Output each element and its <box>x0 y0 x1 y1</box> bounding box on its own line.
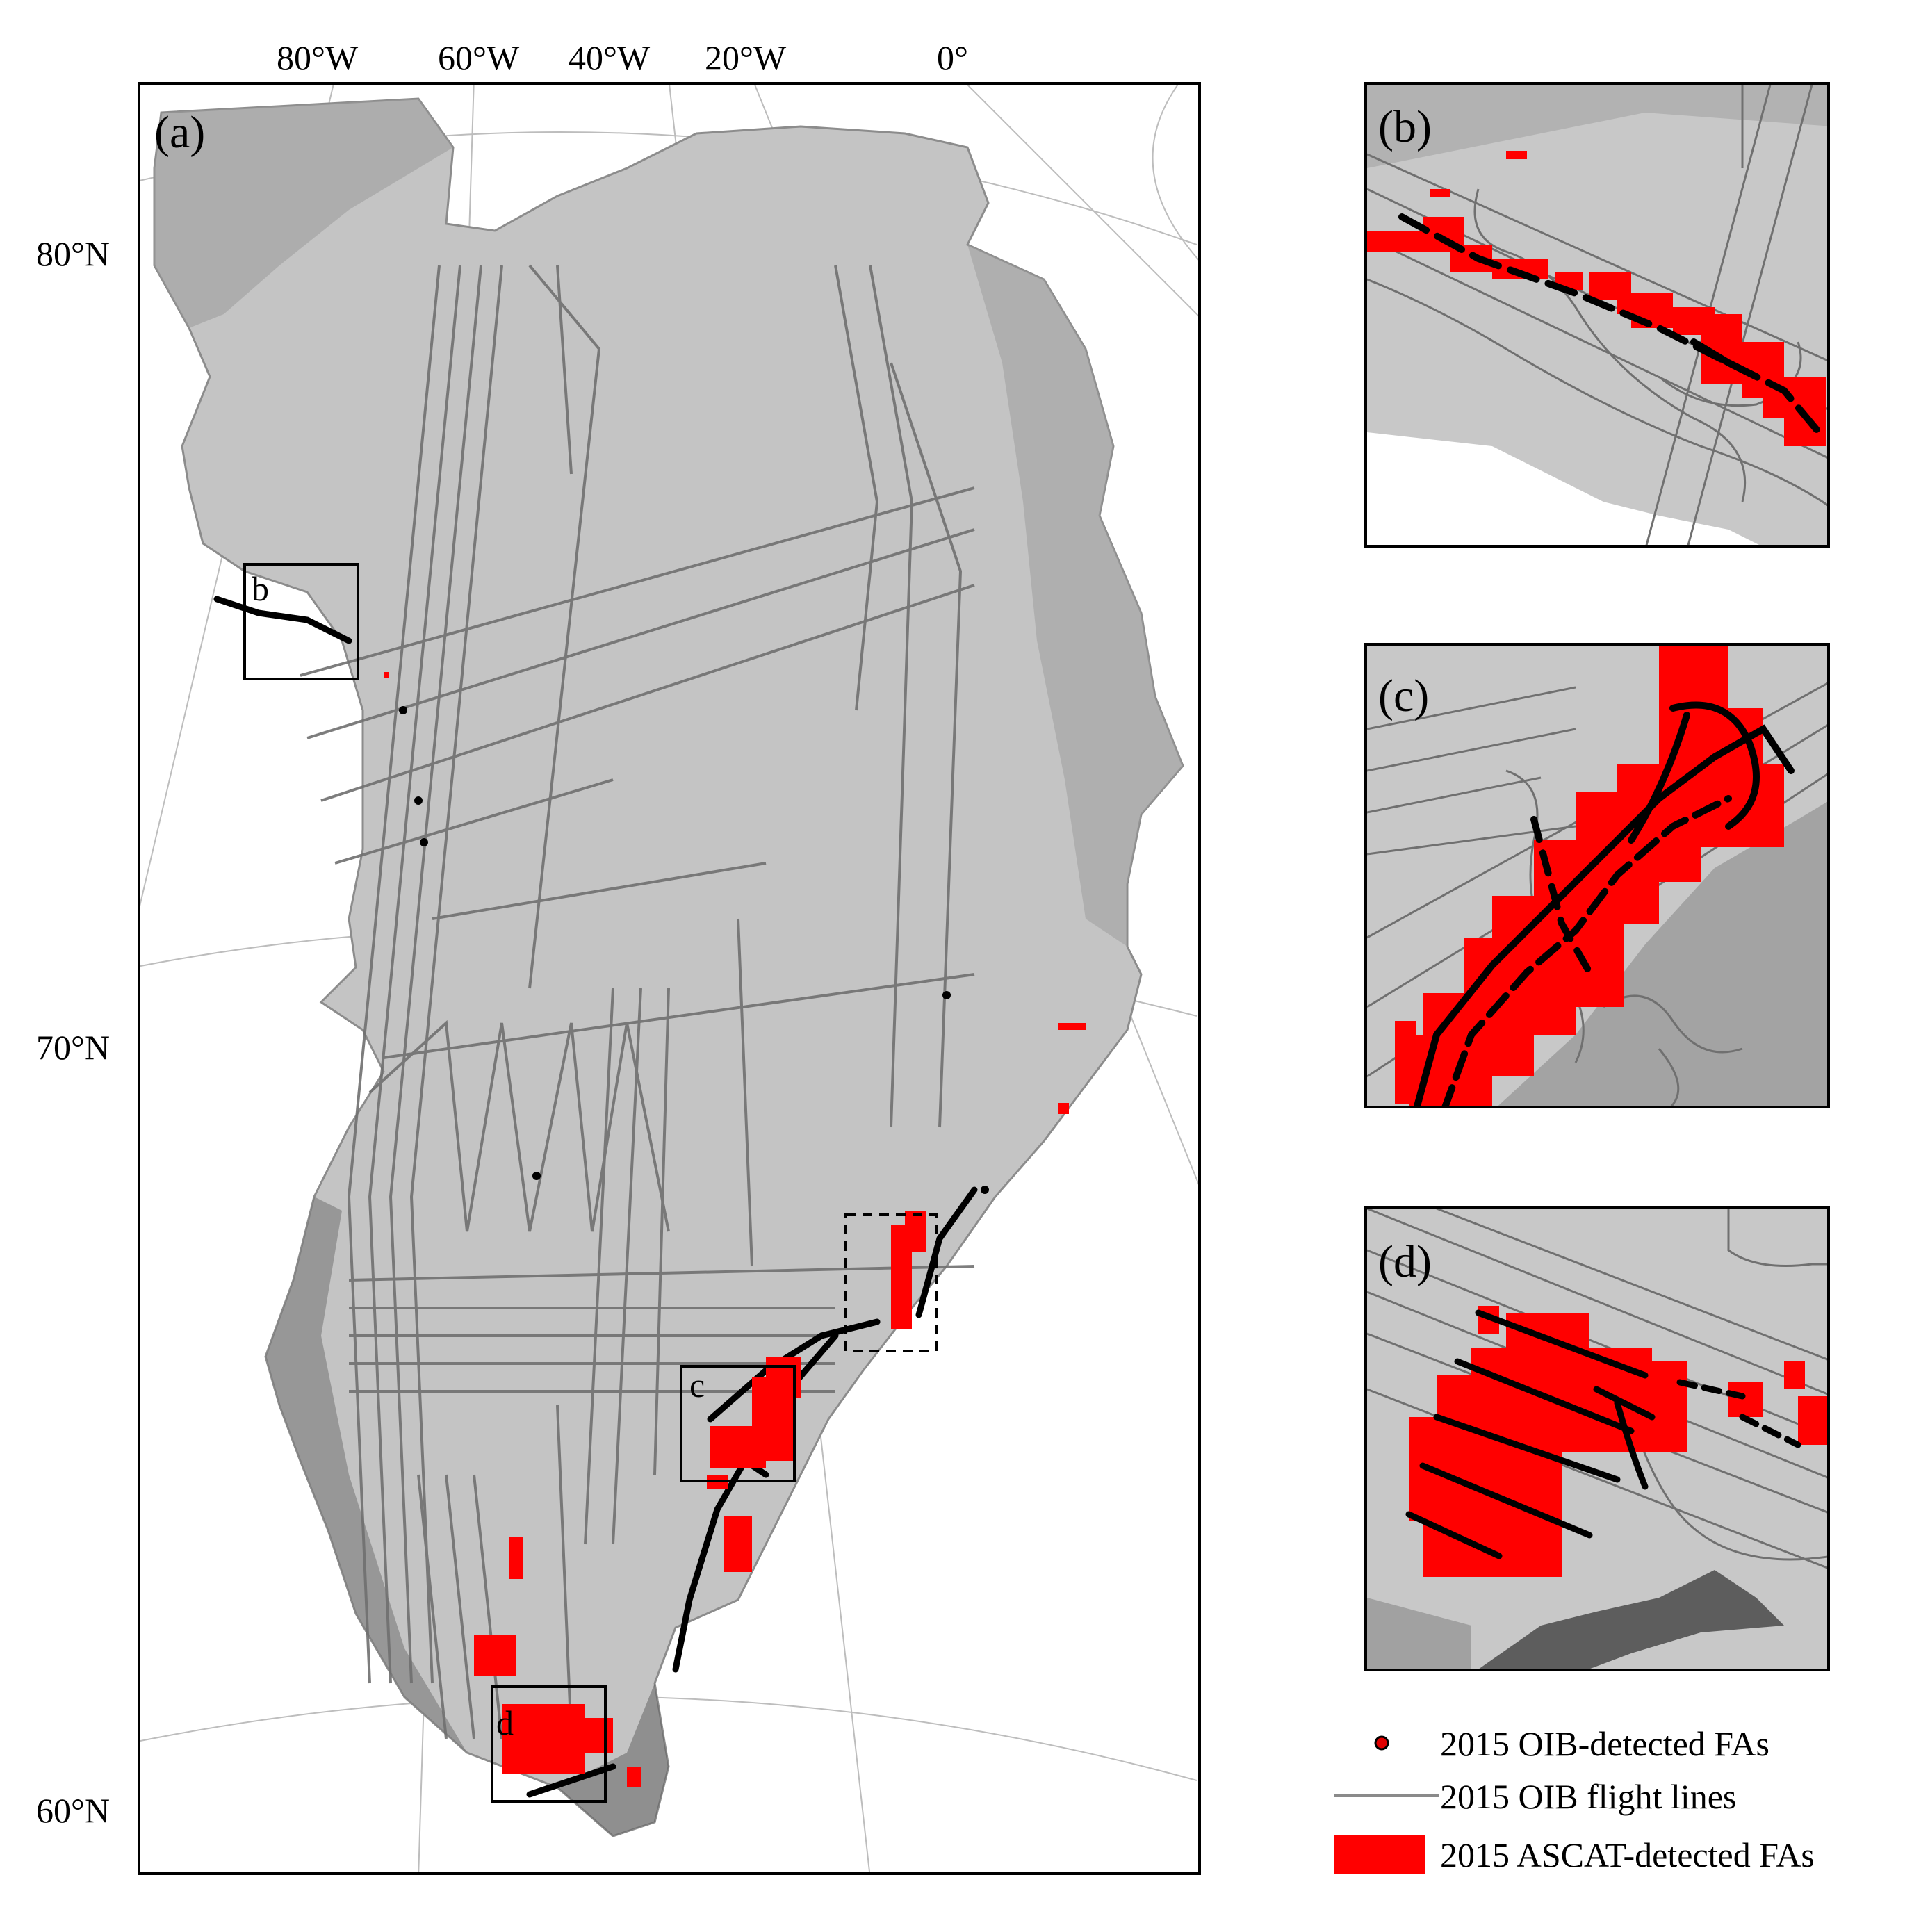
lon-label-20w: 20°W <box>705 38 787 77</box>
ascat-detected-fas <box>384 672 1086 1787</box>
panel-a-label: (a) <box>154 107 206 158</box>
legend-symbols <box>1334 1735 1439 1874</box>
lon-label-0: 0° <box>937 38 968 77</box>
lon-label-40w: 40°W <box>569 38 651 77</box>
legend-ascat-fas: 2015 ASCAT-detected FAs <box>1440 1835 1815 1874</box>
legend: 2015 OIB-detected FAs 2015 OIB flight li… <box>1334 1724 1890 1904</box>
inset-c: (c) <box>1364 643 1830 1108</box>
greenland-landmass <box>153 97 1184 1837</box>
inset-c-label: (c) <box>1378 671 1430 721</box>
inset-c-svg <box>1367 646 1827 1106</box>
inset-d-svg <box>1367 1209 1827 1669</box>
lat-label-80n: 80°N <box>36 234 111 273</box>
oib-detected-fa-points <box>399 706 989 1194</box>
lon-label-60w: 60°W <box>438 38 520 77</box>
west-coast-terrain <box>154 99 453 328</box>
main-map: (a) b c d <box>138 82 1201 1875</box>
inset-d-label: (d) <box>1378 1236 1432 1287</box>
lat-label-60n: 60°N <box>36 1791 111 1830</box>
legend-patch-symbol <box>1334 1835 1425 1874</box>
inset-d: (d) <box>1364 1206 1830 1671</box>
lon-label-80w: 80°W <box>277 38 359 77</box>
inset-b-svg <box>1367 85 1827 545</box>
box-d-label: d <box>496 1703 514 1742</box>
box-c <box>680 1365 796 1482</box>
inset-boxes <box>243 563 938 1803</box>
east-coast-terrain <box>967 245 1183 947</box>
southwest-coast-terrain <box>265 1197 467 1753</box>
legend-oib-fas: 2015 OIB-detected FAs <box>1440 1724 1769 1763</box>
greenland-map-svg <box>140 85 1198 1872</box>
box-dashed <box>844 1213 938 1352</box>
box-d <box>491 1685 607 1803</box>
lat-label-70n: 70°N <box>36 1028 111 1067</box>
oib-flight-lines <box>300 264 975 1739</box>
box-c-label: c <box>689 1366 705 1405</box>
legend-flight-lines: 2015 OIB flight lines <box>1440 1777 1737 1816</box>
inset-b-label: (b) <box>1378 101 1432 152</box>
inset-b: (b) <box>1364 82 1830 548</box>
south-tip-terrain <box>557 1683 669 1836</box>
box-b <box>243 563 359 680</box>
legend-point-symbol <box>1374 1735 1389 1751</box>
box-b-label: b <box>252 569 269 608</box>
